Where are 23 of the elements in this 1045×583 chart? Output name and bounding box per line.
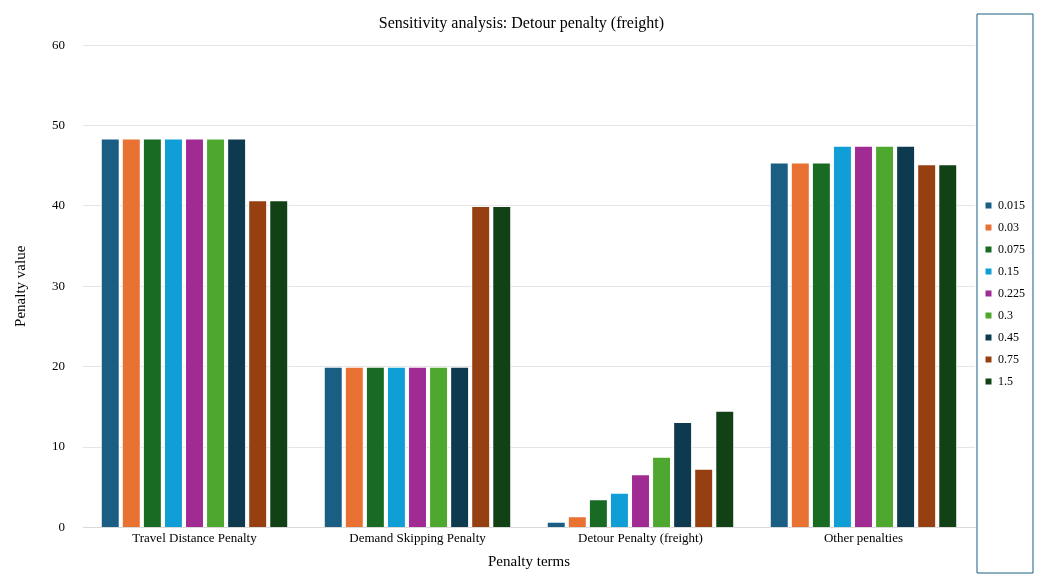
legend-label: 0.015 (998, 197, 1025, 212)
x-axis-title: Penalty terms (487, 552, 571, 569)
chart-title: Sensitivity analysis: Detour penalty (freight) (378, 13, 665, 32)
legend-label: 0.15 (998, 263, 1019, 278)
y-tick-label: 10 (52, 438, 65, 454)
x-tick-label: Other penalties (823, 529, 904, 545)
y-tick-label: 50 (52, 116, 65, 132)
x-tick-label: Detour Penalty (freight) (578, 529, 703, 545)
legend-label: 1.5 (998, 373, 1013, 388)
y-axis-title: Penalty value (11, 245, 28, 327)
y-tick-label: 20 (52, 358, 65, 374)
y-tick-label: 60 (52, 36, 65, 52)
y-tick-label: 0 (58, 518, 65, 534)
legend-label: 0.3 (998, 307, 1013, 322)
x-tick-label: Demand Skipping Penalty (349, 529, 487, 545)
y-tick-label: 30 (52, 277, 65, 293)
y-tick-label: 40 (52, 197, 65, 213)
legend-label: 0.75 (998, 351, 1019, 366)
legend-label: 0.03 (998, 219, 1019, 234)
x-tick-label: Travel Distance Penalty (132, 529, 258, 545)
legend-label: 0.45 (998, 329, 1019, 344)
legend-label: 0.075 (998, 241, 1025, 256)
legend-label: 0.225 (998, 285, 1025, 300)
